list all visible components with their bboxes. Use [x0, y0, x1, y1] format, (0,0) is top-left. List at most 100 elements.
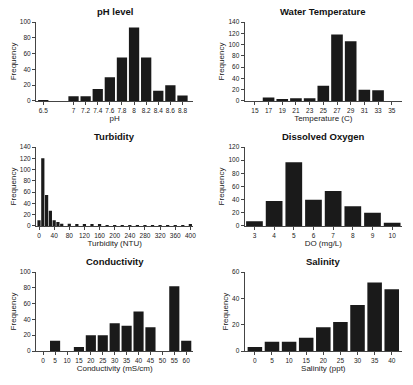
svg-text:320: 320: [155, 232, 166, 239]
svg-text:7: 7: [331, 232, 335, 239]
svg-text:DO (mg/L): DO (mg/L): [305, 239, 343, 248]
svg-text:10: 10: [389, 232, 397, 239]
svg-text:5: 5: [270, 357, 274, 364]
svg-text:35: 35: [123, 357, 131, 364]
svg-text:0: 0: [27, 347, 31, 354]
svg-text:40: 40: [51, 232, 59, 239]
svg-text:8.4: 8.4: [154, 107, 163, 114]
svg-text:8.2: 8.2: [142, 107, 151, 114]
svg-text:3: 3: [253, 232, 257, 239]
svg-text:20: 20: [232, 321, 240, 328]
svg-text:25: 25: [320, 107, 328, 114]
svg-text:35: 35: [388, 107, 396, 114]
svg-text:25: 25: [337, 357, 345, 364]
svg-text:23: 23: [306, 107, 314, 114]
svg-text:Frequency: Frequency: [221, 293, 230, 331]
svg-text:8.8: 8.8: [178, 107, 187, 114]
svg-text:5: 5: [53, 357, 57, 364]
svg-text:40: 40: [232, 295, 240, 302]
svg-text:280: 280: [140, 232, 151, 239]
svg-text:360: 360: [170, 232, 181, 239]
svg-text:7.8: 7.8: [117, 107, 126, 114]
svg-text:Dissolved Oxygen: Dissolved Oxygen: [282, 131, 365, 142]
svg-text:5: 5: [292, 232, 296, 239]
svg-text:40: 40: [23, 66, 31, 73]
svg-text:0: 0: [236, 97, 240, 104]
svg-text:9: 9: [371, 232, 375, 239]
svg-text:80: 80: [66, 232, 74, 239]
svg-text:20: 20: [23, 81, 31, 88]
svg-text:50: 50: [159, 357, 167, 364]
svg-text:20: 20: [320, 357, 328, 364]
svg-text:20: 20: [232, 209, 240, 216]
svg-text:40: 40: [232, 75, 240, 82]
svg-text:160: 160: [94, 232, 105, 239]
svg-text:40: 40: [388, 357, 396, 364]
svg-text:6: 6: [312, 232, 316, 239]
svg-text:100: 100: [20, 18, 31, 25]
svg-text:240: 240: [124, 232, 135, 239]
svg-text:0: 0: [27, 97, 31, 104]
svg-text:200: 200: [109, 232, 120, 239]
svg-text:7.4: 7.4: [93, 107, 102, 114]
svg-text:25: 25: [99, 357, 107, 364]
svg-text:7.6: 7.6: [105, 107, 114, 114]
svg-text:30: 30: [354, 357, 362, 364]
svg-text:80: 80: [232, 170, 240, 177]
svg-text:30: 30: [111, 357, 119, 364]
svg-text:15: 15: [75, 357, 83, 364]
svg-text:20: 20: [232, 86, 240, 93]
svg-text:100: 100: [20, 268, 31, 275]
svg-text:4: 4: [272, 232, 276, 239]
svg-text:40: 40: [232, 196, 240, 203]
svg-text:60: 60: [23, 300, 31, 307]
svg-text:0: 0: [236, 347, 240, 354]
svg-text:55: 55: [171, 357, 179, 364]
svg-text:7: 7: [72, 107, 76, 114]
svg-text:140: 140: [228, 18, 239, 25]
svg-text:40: 40: [23, 200, 31, 207]
svg-text:0: 0: [27, 222, 31, 229]
svg-text:Frequency: Frequency: [217, 168, 226, 206]
svg-text:29: 29: [347, 107, 355, 114]
svg-text:10: 10: [63, 357, 71, 364]
svg-text:100: 100: [228, 156, 239, 163]
svg-text:60: 60: [232, 63, 240, 70]
svg-text:17: 17: [265, 107, 273, 114]
svg-text:60: 60: [23, 50, 31, 57]
svg-text:33: 33: [374, 107, 382, 114]
svg-text:120: 120: [228, 143, 239, 150]
svg-text:60: 60: [23, 188, 31, 195]
svg-text:pH: pH: [110, 114, 120, 123]
svg-text:10: 10: [285, 357, 293, 364]
svg-text:0: 0: [41, 357, 45, 364]
svg-text:20: 20: [87, 357, 95, 364]
svg-text:27: 27: [333, 107, 341, 114]
svg-text:31: 31: [361, 107, 369, 114]
svg-text:40: 40: [23, 316, 31, 323]
svg-text:80: 80: [23, 177, 31, 184]
svg-text:6.5: 6.5: [39, 107, 48, 114]
svg-text:120: 120: [79, 232, 90, 239]
svg-text:Frequency: Frequency: [9, 168, 18, 206]
svg-text:100: 100: [228, 41, 239, 48]
svg-text:Frequency: Frequency: [9, 293, 18, 331]
svg-text:0: 0: [253, 357, 257, 364]
svg-text:7.2: 7.2: [81, 107, 90, 114]
svg-text:Turbidity (NTU): Turbidity (NTU): [88, 239, 143, 248]
svg-text:Salinity: Salinity: [306, 256, 341, 267]
svg-text:Conductivity: Conductivity: [86, 256, 144, 267]
svg-text:15: 15: [303, 357, 311, 364]
svg-text:0: 0: [236, 222, 240, 229]
svg-text:60: 60: [183, 357, 191, 364]
svg-text:Water Temperature: Water Temperature: [280, 6, 366, 17]
svg-text:45: 45: [147, 357, 155, 364]
svg-text:Frequency: Frequency: [217, 43, 226, 81]
svg-text:21: 21: [292, 107, 300, 114]
svg-text:8.6: 8.6: [166, 107, 175, 114]
svg-text:Frequency: Frequency: [9, 43, 18, 81]
svg-text:35: 35: [371, 357, 379, 364]
svg-text:80: 80: [23, 284, 31, 291]
svg-text:Salinity (ppt): Salinity (ppt): [301, 364, 346, 373]
svg-text:60: 60: [232, 183, 240, 190]
